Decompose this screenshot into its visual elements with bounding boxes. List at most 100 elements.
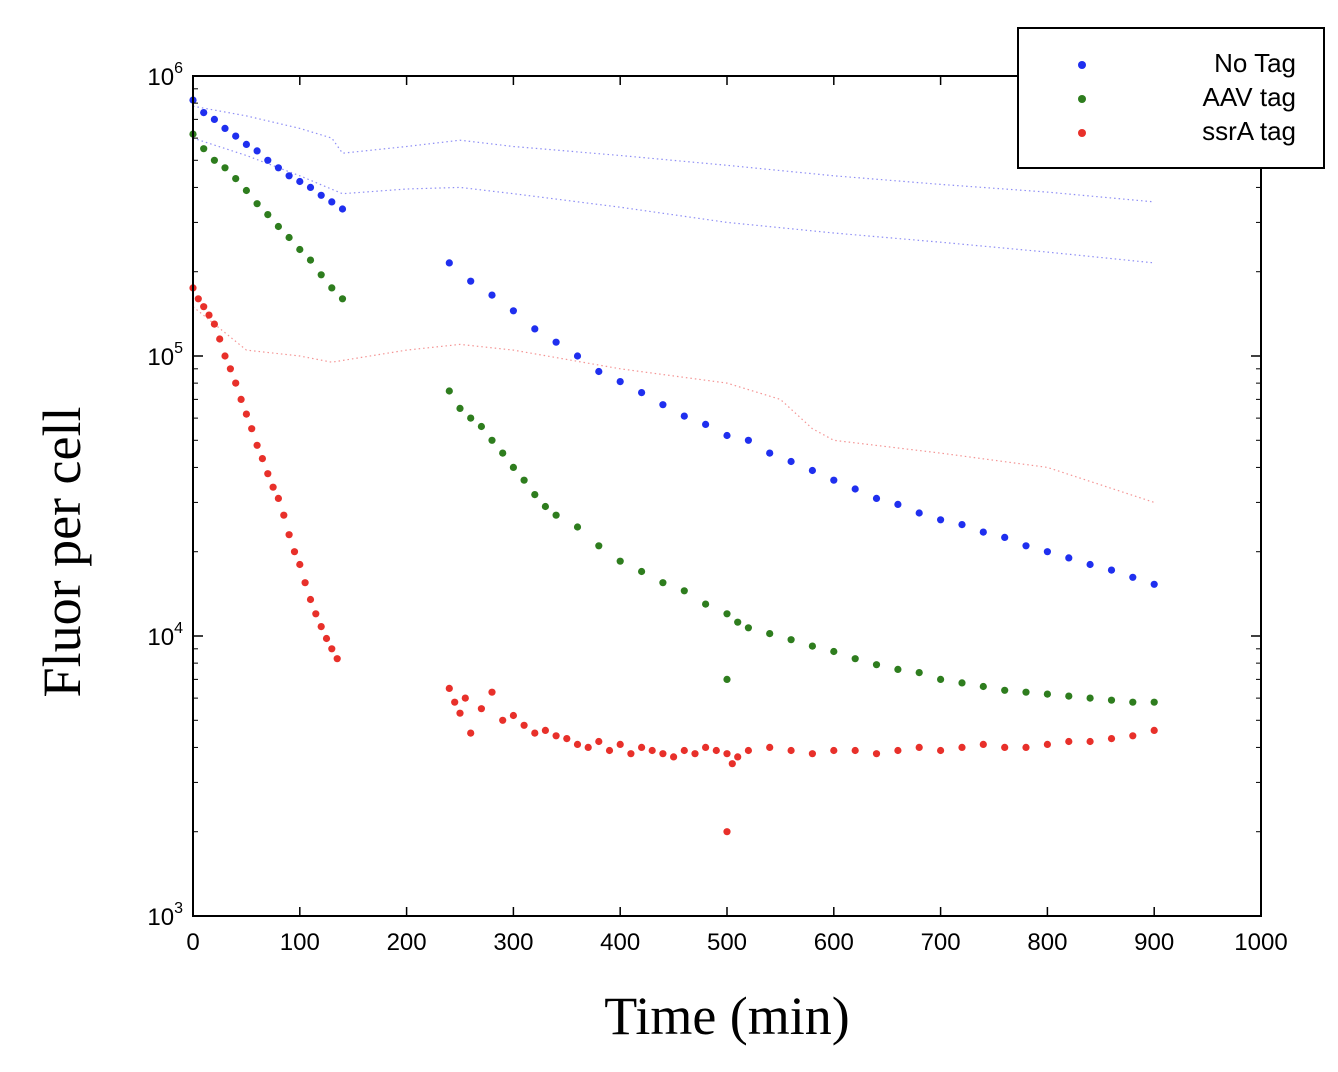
data-point bbox=[210, 156, 218, 164]
data-point bbox=[509, 711, 517, 720]
x-tick-label: 600 bbox=[814, 929, 854, 956]
data-point bbox=[253, 147, 261, 155]
data-point bbox=[541, 502, 550, 511]
data-point bbox=[979, 740, 987, 749]
data-point bbox=[1043, 690, 1051, 698]
data-point bbox=[221, 352, 229, 360]
data-point bbox=[477, 422, 485, 431]
data-point bbox=[1001, 533, 1009, 542]
data-point bbox=[937, 516, 945, 524]
y-tick-label: 106 bbox=[147, 60, 183, 91]
data-point bbox=[573, 352, 582, 360]
data-point bbox=[312, 610, 320, 618]
data-point bbox=[1150, 698, 1158, 706]
data-point bbox=[851, 485, 859, 493]
data-point bbox=[253, 441, 261, 449]
data-point bbox=[552, 511, 560, 519]
data-point bbox=[274, 164, 282, 172]
data-point bbox=[1150, 580, 1158, 588]
x-tick-label: 700 bbox=[921, 929, 961, 956]
data-point bbox=[712, 746, 720, 755]
data-point bbox=[723, 610, 731, 618]
series-aav-tag bbox=[189, 130, 1158, 706]
data-point bbox=[584, 743, 592, 752]
data-point bbox=[280, 511, 288, 519]
background-trace bbox=[192, 306, 1155, 503]
data-point bbox=[531, 729, 539, 737]
data-point bbox=[200, 145, 208, 153]
data-point bbox=[702, 743, 710, 752]
data-point bbox=[648, 746, 656, 755]
data-point bbox=[894, 746, 902, 755]
data-point bbox=[445, 387, 453, 395]
data-point bbox=[285, 531, 293, 539]
data-point bbox=[808, 466, 817, 475]
x-tick-label: 800 bbox=[1027, 929, 1067, 956]
data-point bbox=[659, 579, 667, 587]
data-point bbox=[937, 746, 945, 755]
data-point bbox=[322, 634, 331, 643]
data-point bbox=[296, 560, 304, 569]
data-point bbox=[616, 378, 624, 386]
data-point bbox=[958, 679, 966, 687]
data-point bbox=[328, 284, 336, 292]
data-point bbox=[221, 164, 229, 172]
x-tick-label: 900 bbox=[1134, 929, 1174, 956]
data-point bbox=[638, 567, 646, 576]
data-point bbox=[520, 476, 528, 484]
y-tick-label: 105 bbox=[147, 340, 183, 371]
x-tick-label: 100 bbox=[280, 929, 320, 956]
legend-marker bbox=[1078, 61, 1086, 69]
data-point bbox=[269, 483, 277, 491]
data-point bbox=[499, 449, 507, 457]
data-point bbox=[1001, 686, 1009, 694]
data-point bbox=[1001, 743, 1009, 752]
data-point bbox=[680, 412, 688, 420]
legend-label: AAV tag bbox=[1203, 82, 1296, 112]
data-point bbox=[488, 688, 496, 696]
data-point bbox=[734, 753, 742, 761]
data-point bbox=[467, 414, 475, 422]
data-point bbox=[200, 303, 208, 311]
data-point bbox=[830, 476, 838, 484]
data-point bbox=[205, 311, 213, 319]
legend: No Tag AAV tag ssrA tag bbox=[1017, 27, 1325, 169]
legend-items: No Tag AAV tag ssrA tag bbox=[1078, 48, 1296, 146]
plot-frame bbox=[192, 75, 1262, 917]
data-point bbox=[306, 183, 315, 191]
data-point bbox=[1043, 548, 1051, 556]
data-point bbox=[226, 365, 234, 373]
data-point bbox=[979, 682, 987, 691]
data-point bbox=[894, 500, 902, 508]
data-point bbox=[467, 277, 475, 285]
data-point bbox=[232, 379, 240, 387]
data-point bbox=[616, 740, 624, 749]
data-point bbox=[210, 320, 218, 328]
data-point bbox=[670, 753, 678, 761]
data-point bbox=[200, 109, 208, 117]
background-traces bbox=[192, 105, 1155, 503]
x-tick-label: 0 bbox=[186, 929, 199, 956]
data-point bbox=[258, 455, 266, 463]
data-point bbox=[691, 750, 699, 758]
data-point bbox=[851, 655, 859, 663]
data-point bbox=[979, 528, 987, 536]
data-point bbox=[338, 205, 347, 213]
data-point bbox=[638, 389, 646, 397]
data-point bbox=[1086, 737, 1094, 746]
x-axis-ticks: 0 100 200 300 400 500 600 700 800 900 1000 bbox=[186, 76, 1288, 956]
data-point bbox=[851, 746, 859, 755]
data-markers bbox=[189, 96, 1158, 836]
data-point bbox=[531, 325, 539, 333]
data-point bbox=[264, 156, 272, 164]
data-point bbox=[338, 295, 347, 303]
data-point bbox=[1107, 696, 1116, 704]
legend-box bbox=[1017, 27, 1325, 169]
data-point bbox=[595, 542, 603, 550]
data-point bbox=[872, 750, 881, 758]
x-tick-label: 300 bbox=[493, 929, 533, 956]
data-point bbox=[723, 828, 731, 836]
data-point bbox=[1129, 698, 1137, 706]
data-point bbox=[552, 732, 560, 740]
data-point bbox=[573, 740, 582, 749]
